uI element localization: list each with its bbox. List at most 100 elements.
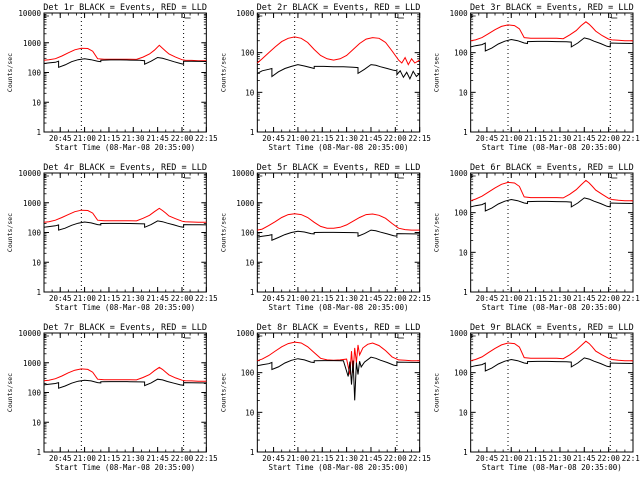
y-axis-label: Counts/sec (6, 53, 14, 92)
x-tick-label: 21:00 (287, 454, 310, 463)
y-tick-label: 1 (463, 128, 468, 137)
x-tick-label: 22:00 (171, 294, 194, 303)
y-axis-label: Counts/sec (219, 213, 227, 252)
y-tick-label: 10000 (18, 9, 41, 18)
x-tick-label: 21:45 (360, 134, 383, 143)
chart-title: Det 3r BLACK = Events, RED = LLD (470, 3, 634, 13)
x-tick-label: 20:45 (49, 294, 72, 303)
y-tick-label: 10 (459, 248, 469, 257)
x-tick-label: 20:45 (476, 294, 499, 303)
events-series-line (257, 64, 421, 80)
x-tick-label: 21:15 (524, 454, 547, 463)
y-axis-label: Counts/sec (219, 53, 227, 92)
lld-series-line (470, 179, 633, 202)
y-tick-label: 10000 (18, 329, 41, 338)
x-axis-label: Start Time (08-Mar-08 20:35:00) (482, 143, 622, 152)
x-tick-label: 21:45 (573, 454, 596, 463)
events-series-line (43, 220, 207, 231)
y-axis-label: Counts/sec (219, 373, 227, 412)
x-tick-label: 22:15 (408, 134, 431, 143)
x-axis-label: Start Time (08-Mar-08 20:35:00) (55, 303, 195, 312)
y-tick-label: 10000 (18, 169, 41, 178)
y-tick-label: 1000 (236, 9, 255, 18)
events-series-line (470, 357, 634, 372)
x-tick-label: 22:15 (195, 294, 218, 303)
y-tick-label: 100 (241, 369, 255, 378)
corner-mark (257, 14, 263, 18)
x-axis-label: Start Time (08-Mar-08 20:35:00) (55, 463, 195, 472)
y-tick-label: 1 (36, 448, 41, 457)
y-tick-label: 10 (32, 98, 42, 107)
x-tick-label: 21:30 (549, 454, 572, 463)
x-tick-label: 21:45 (573, 294, 596, 303)
chart-panel: Det 9r BLACK = Events, RED = LLD 1 10 100 10… (433, 323, 640, 472)
y-tick-label: 10 (459, 408, 469, 417)
corner-mark (184, 334, 191, 339)
chart-title: Det 8r BLACK = Events, RED = LLD (257, 323, 421, 333)
y-tick-label: 10 (245, 408, 255, 417)
x-tick-label: 22:00 (171, 454, 194, 463)
y-axis-label: Counts/sec (6, 373, 14, 412)
lld-series-line (43, 207, 207, 223)
chart-panel: Det 2r BLACK = Events, RED = LLD 1 10 100 10… (219, 3, 431, 152)
lld-series-line (43, 366, 207, 382)
y-tick-label: 1 (36, 288, 41, 297)
x-tick-label: 22:15 (622, 454, 640, 463)
x-tick-label: 21:45 (146, 134, 169, 143)
y-axis-label: Counts/sec (433, 53, 441, 92)
events-series-line (43, 378, 207, 389)
corner-mark (610, 334, 618, 339)
corner-mark (471, 174, 476, 178)
y-tick-label: 10 (459, 88, 469, 97)
y-tick-label: 100 (454, 369, 468, 378)
corner-mark (471, 334, 476, 338)
x-tick-label: 22:00 (384, 134, 407, 143)
x-tick-label: 22:15 (195, 454, 218, 463)
x-tick-label: 21:00 (287, 134, 310, 143)
y-tick-label: 1000 (23, 359, 42, 368)
x-tick-label: 21:30 (122, 134, 145, 143)
chart-title: Det 1r BLACK = Events, RED = LLD (43, 3, 207, 13)
y-tick-label: 100 (27, 69, 41, 78)
x-axis-label: Start Time (08-Mar-08 20:35:00) (269, 303, 409, 312)
y-tick-label: 100 (241, 49, 255, 58)
x-tick-label: 22:00 (597, 454, 620, 463)
y-tick-label: 1 (250, 128, 255, 137)
x-axis-label: Start Time (08-Mar-08 20:35:00) (55, 143, 195, 152)
plot-frame (256, 332, 421, 453)
chart-title: Det 5r BLACK = Events, RED = LLD (257, 163, 421, 173)
x-tick-label: 21:00 (500, 294, 523, 303)
events-series-line (43, 56, 207, 69)
y-tick-label: 10000 (232, 169, 255, 178)
x-tick-label: 21:30 (335, 134, 358, 143)
x-tick-label: 22:15 (408, 294, 431, 303)
events-series-line (470, 197, 634, 212)
x-tick-label: 21:00 (73, 294, 96, 303)
x-tick-label: 21:00 (500, 134, 523, 143)
lld-series-line (470, 340, 633, 362)
y-tick-label: 1 (250, 288, 255, 297)
x-tick-label: 22:15 (408, 454, 431, 463)
x-tick-label: 21:45 (360, 454, 383, 463)
x-tick-label: 22:00 (384, 294, 407, 303)
chart-panel: Det 4r BLACK = Events, RED = LLD 1 10 100 10… (6, 163, 218, 312)
plot-frame (43, 12, 207, 133)
events-series-line (257, 356, 420, 401)
x-tick-label: 21:00 (500, 454, 523, 463)
x-tick-label: 22:00 (597, 134, 620, 143)
x-tick-label: 22:15 (622, 294, 640, 303)
y-tick-label: 1 (250, 448, 255, 457)
x-tick-label: 21:00 (73, 454, 96, 463)
x-tick-label: 21:15 (311, 454, 334, 463)
chart-panel: Det 8r BLACK = Events, RED = LLD 1 10 100 10… (219, 323, 431, 472)
chart-panel: Det 6r BLACK = Events, RED = LLD 1 10 100 10… (433, 163, 640, 312)
corner-mark (610, 14, 618, 19)
x-tick-label: 21:45 (360, 294, 383, 303)
x-tick-label: 21:30 (122, 454, 145, 463)
y-tick-label: 10 (32, 418, 42, 427)
y-tick-label: 100 (27, 389, 41, 398)
plot-frame (256, 12, 421, 133)
chart-panel: Det 3r BLACK = Events, RED = LLD 1 10 100 10… (433, 3, 640, 152)
lld-series-line (43, 44, 207, 62)
